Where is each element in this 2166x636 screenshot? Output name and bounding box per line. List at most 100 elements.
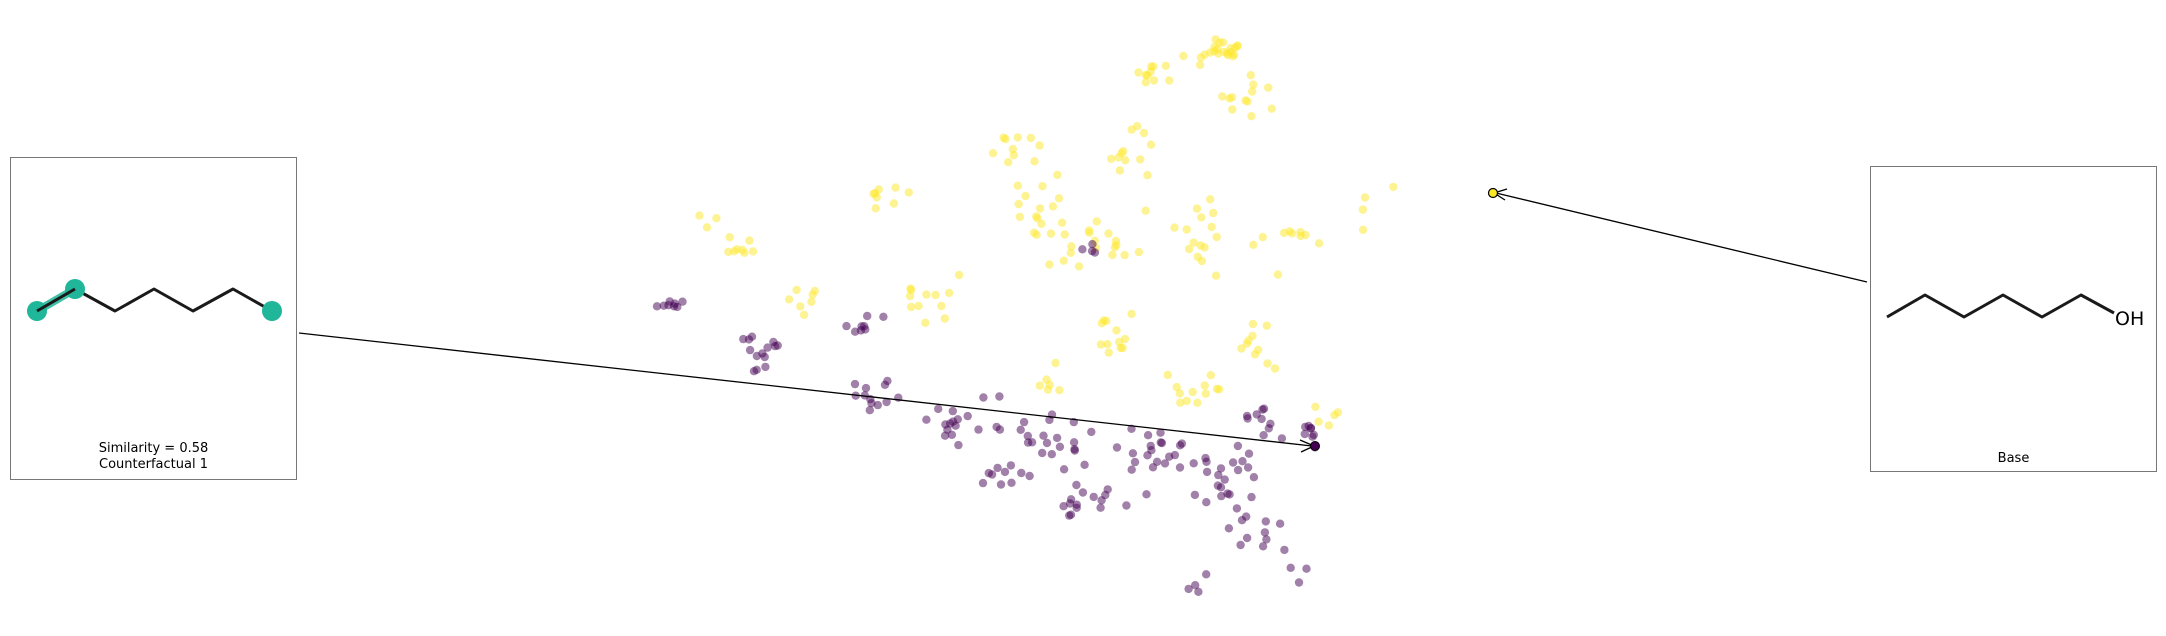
scatter-point — [1206, 371, 1216, 380]
scatter-point — [1085, 228, 1094, 237]
scatter-point — [1227, 93, 1237, 102]
scatter-point — [1275, 519, 1285, 528]
scatter-point — [1072, 480, 1081, 490]
scatter-point — [1302, 564, 1311, 573]
scatter-point — [1285, 227, 1294, 236]
scatter-point — [1089, 492, 1098, 502]
scatter-point — [863, 311, 872, 321]
scatter-point — [1120, 250, 1129, 260]
scatter-point — [995, 425, 1005, 434]
scatter-point — [1243, 463, 1253, 472]
scatter-point — [1202, 570, 1211, 579]
scatter-point — [1224, 524, 1234, 533]
scatter-point — [1114, 153, 1123, 162]
scatter-point — [1358, 225, 1368, 234]
scatter-point — [1112, 326, 1121, 335]
scatter-point — [1055, 386, 1064, 395]
scatter-point — [1025, 471, 1034, 481]
scatter-point — [784, 295, 794, 304]
scatter-point — [1046, 229, 1056, 238]
scatter-point — [1015, 212, 1025, 222]
scatter-point — [1189, 459, 1198, 468]
scatter-point — [792, 285, 801, 295]
counterfactual-label: Counterfactual 1 — [99, 457, 208, 472]
scatter-point — [745, 236, 754, 245]
scatter-point — [1184, 244, 1194, 254]
scatter-point — [760, 352, 769, 362]
scatter-point — [1143, 451, 1152, 460]
scatter-point — [1121, 156, 1130, 165]
scatter-point — [1060, 230, 1069, 239]
scatter-point — [1192, 204, 1202, 213]
base-point — [1487, 187, 1499, 199]
scatter-point — [763, 343, 772, 352]
scatter-point — [1148, 463, 1158, 472]
scatter-point — [1104, 348, 1114, 357]
scatter-point — [1182, 225, 1191, 234]
scatter-point — [882, 397, 891, 407]
scatter-point — [1177, 439, 1187, 448]
scatter-point — [889, 199, 899, 208]
scatter-point — [1087, 427, 1096, 437]
scatter-point — [678, 297, 687, 306]
scatter-point — [749, 367, 759, 376]
scatter-point — [1119, 147, 1128, 156]
scatter-point — [947, 430, 957, 439]
scatter-point — [1314, 417, 1323, 426]
scatter-point — [993, 463, 1002, 473]
scatter-point — [1280, 545, 1289, 555]
scatter-point — [1163, 370, 1173, 380]
scatter-point — [808, 290, 817, 299]
scatter-point — [1249, 473, 1259, 482]
scatter-point — [1249, 80, 1258, 89]
scatter-point — [1179, 51, 1188, 61]
scatter-point — [1037, 219, 1046, 228]
scatter-point — [1110, 243, 1120, 252]
scatter-point — [1247, 112, 1256, 121]
scatter-point — [1004, 158, 1013, 167]
hydroxyl-label: OH — [2115, 308, 2144, 330]
scatter-point — [1358, 205, 1368, 214]
scatter-point — [1128, 449, 1138, 458]
scatter-point — [1172, 382, 1181, 392]
scatter-point — [1259, 431, 1268, 440]
scatter-point — [1216, 483, 1226, 492]
scatter-point — [850, 379, 860, 389]
scatter-point — [1267, 104, 1277, 113]
scatter-point — [1016, 425, 1025, 434]
scatter-point — [872, 193, 881, 202]
scatter-point — [1069, 438, 1079, 447]
scatter-point — [861, 383, 871, 393]
scatter-point — [948, 406, 957, 416]
scatter-point — [1017, 468, 1026, 478]
scatter-point — [922, 415, 931, 424]
scatter-point — [738, 245, 747, 255]
scatter-point — [1324, 421, 1334, 430]
scatter-point — [904, 188, 913, 197]
scatter-point — [1223, 489, 1232, 498]
scatter-point — [995, 392, 1004, 401]
scatter-point — [1127, 465, 1136, 474]
scatter-point — [1360, 193, 1370, 202]
scatter-point — [1220, 475, 1229, 484]
counterfactual-molecule — [27, 279, 282, 321]
scatter-point — [1258, 232, 1268, 242]
scatter-point — [1201, 389, 1211, 398]
base-panel: OH Base — [1870, 166, 2157, 472]
scatter-point — [1023, 431, 1032, 441]
scatter-point — [1184, 584, 1193, 594]
scatter-point — [883, 376, 892, 386]
scatter-point — [1030, 157, 1039, 166]
scatter-point — [1156, 428, 1165, 437]
scatter-point — [1273, 270, 1283, 279]
scatter-point — [1059, 256, 1069, 265]
scatter-point — [1176, 398, 1185, 407]
scatter-point — [1078, 245, 1087, 254]
arrow-base — [1495, 192, 1868, 283]
scatter-point — [1045, 260, 1054, 269]
scatter-point — [963, 411, 972, 421]
scatter-point — [1007, 478, 1016, 487]
scatter-point — [1194, 587, 1203, 596]
scatter-point — [1188, 387, 1197, 397]
scatter-point — [1182, 396, 1191, 406]
